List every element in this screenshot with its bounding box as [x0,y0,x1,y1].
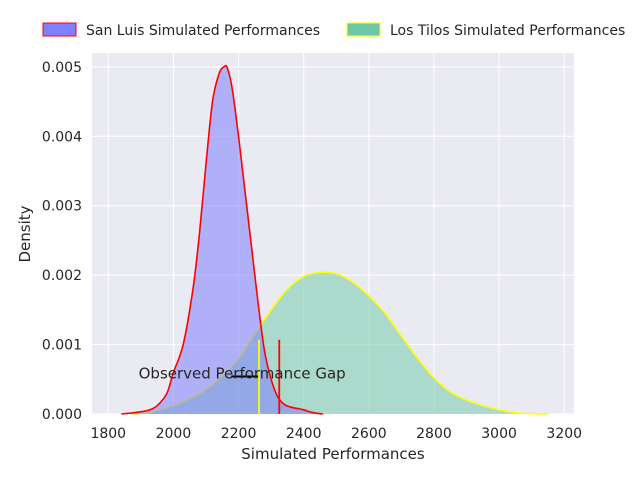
y-axis-label: Density [16,205,34,262]
gap-markers [231,339,281,414]
legend: San Luis Simulated Performances Los Tilo… [42,22,625,39]
x-tick-label-2: 2200 [221,426,257,442]
legend-label-los-tilos: Los Tilos Simulated Performances [390,23,625,39]
y-axis-ticks: 0.000 0.001 0.002 0.003 0.004 0.005 [42,60,82,423]
y-tick-label-5: 0.005 [42,60,82,76]
series-line-0 [121,64,324,415]
x-axis-ticks: 1800 2000 2200 2400 2600 2800 3000 3200 [90,426,582,442]
x-tick-label-0: 1800 [90,426,126,442]
x-tick-label-4: 2600 [351,426,387,442]
x-tick-label-6: 3000 [481,426,517,442]
legend-swatch-los-tilos [346,22,381,37]
x-tick-label-7: 3200 [546,426,582,442]
legend-label-san-luis: San Luis Simulated Performances [86,23,320,39]
x-tick-label-3: 2400 [286,426,322,442]
y-tick-label-3: 0.003 [42,199,82,215]
x-tick-label-5: 2800 [416,426,452,442]
gap-annotation: Observed Performance Gap [139,364,346,382]
y-tick-label-1: 0.001 [42,338,82,354]
y-tick-label-4: 0.004 [42,129,82,145]
x-axis-label: Simulated Performances [241,445,425,463]
series-area-0 [121,65,324,414]
density-areas [121,64,548,415]
legend-swatch-san-luis [42,22,77,37]
y-tick-label-2: 0.002 [42,268,82,284]
x-tick-label-1: 2000 [156,426,192,442]
y-tick-label-0: 0.000 [42,407,82,423]
